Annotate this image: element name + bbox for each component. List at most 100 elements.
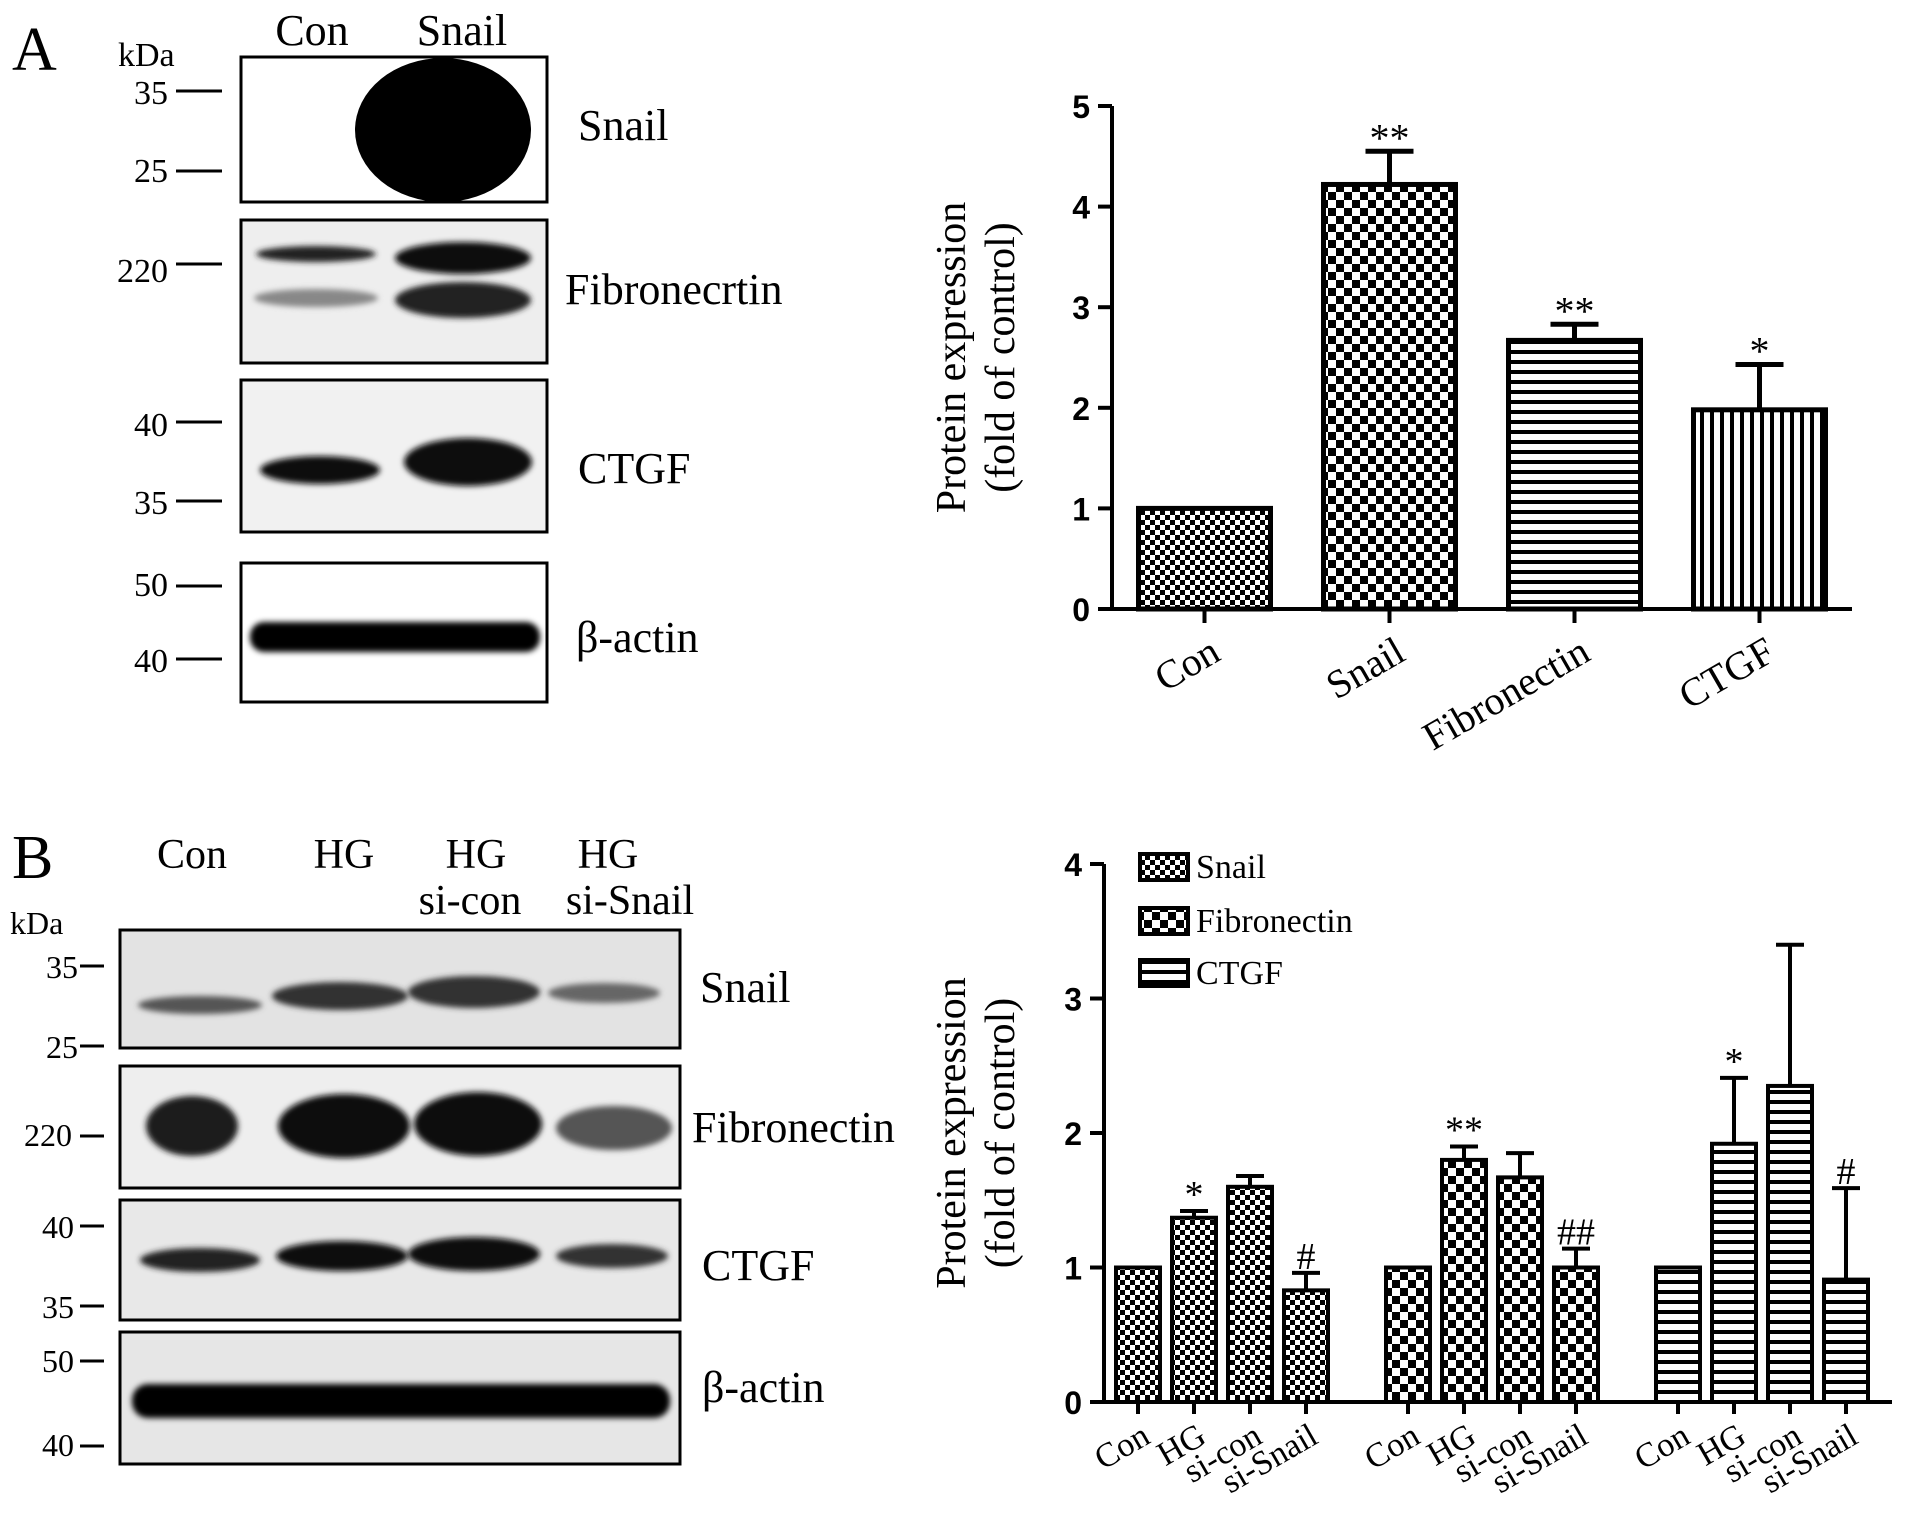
- y-tick-label: 0: [1064, 1385, 1082, 1421]
- panel-b-western-blot: B kDa Con HG HG si-con HG si-Snail 35 25…: [10, 824, 895, 1466]
- blot-a-marker: 40: [134, 407, 168, 444]
- significance-mark: *: [1750, 329, 1770, 374]
- bar: [1282, 1288, 1330, 1404]
- bar: [1691, 407, 1828, 612]
- blot-band: [276, 1241, 408, 1271]
- blot-band: [132, 1384, 670, 1418]
- blot-a-marker: 50: [134, 567, 168, 604]
- x-tick-label: Con: [1088, 1417, 1156, 1477]
- blot-band: [548, 983, 660, 1003]
- blot-a-row-label: Snail: [578, 101, 668, 150]
- panel-a-kda-label: kDa: [118, 37, 175, 74]
- legend-label: Fibronectin: [1196, 903, 1353, 940]
- panel-b-lane-label: si-con: [419, 878, 522, 924]
- bar: [1822, 1277, 1870, 1404]
- blot-band: [272, 982, 408, 1010]
- y-tick-label: 1: [1064, 1251, 1082, 1287]
- y-axis-title: (fold of control): [978, 222, 1024, 493]
- legend-swatch: [1138, 852, 1190, 882]
- y-tick-label: 3: [1064, 982, 1082, 1018]
- blot-b-row-label: Snail: [700, 963, 790, 1012]
- blot-band: [408, 1237, 540, 1271]
- blot-band: [395, 282, 531, 318]
- blot-band: [138, 996, 262, 1014]
- bar: [1136, 505, 1273, 612]
- blot-b-marker: 40: [42, 1209, 74, 1245]
- blot-band: [278, 1094, 410, 1158]
- legend-swatch: [1138, 906, 1190, 936]
- bar: [1654, 1265, 1702, 1404]
- significance-mark: **: [1370, 115, 1410, 160]
- x-tick-label: Con: [1147, 628, 1227, 700]
- bar: [1710, 1141, 1758, 1404]
- blot-band: [254, 289, 378, 307]
- panel-a-western-blot: A kDa Con Snail 35 25 Snail 220 Fibronec…: [12, 6, 783, 704]
- x-tick-label: Con: [1628, 1417, 1696, 1477]
- x-tick-label: CTGF: [1671, 628, 1782, 718]
- panel-a-lane-label: Con: [275, 6, 348, 55]
- bar: [1440, 1157, 1488, 1405]
- panel-b-lane-label: HG: [578, 832, 639, 878]
- significance-mark: *: [1185, 1174, 1204, 1216]
- significance-mark: **: [1445, 1109, 1483, 1151]
- panel-b-kda-label: kDa: [10, 905, 63, 941]
- blot-b-marker: 35: [42, 1289, 74, 1325]
- significance-mark: *: [1725, 1041, 1744, 1083]
- blot-b-row-label: CTGF: [702, 1241, 814, 1290]
- y-tick-label: 3: [1072, 290, 1090, 326]
- significance-mark: ##: [1557, 1212, 1595, 1254]
- blot-band: [355, 58, 531, 202]
- y-tick-label: 1: [1072, 491, 1090, 527]
- blot-a-marker: 35: [134, 75, 168, 112]
- panel-a-lane-label: Snail: [417, 6, 507, 55]
- panel-b-lane-label: si-Snail: [566, 878, 694, 924]
- blot-b-row-label: Fibronectin: [692, 1103, 895, 1152]
- blot-band: [250, 622, 540, 652]
- x-tick-label: Snail: [1318, 628, 1412, 708]
- blot-a-marker: 220: [117, 253, 168, 290]
- significance-mark: #: [1837, 1151, 1856, 1193]
- panel-a-letter: A: [12, 16, 57, 84]
- legend-swatch: [1138, 958, 1190, 988]
- blot-a-marker: 40: [134, 643, 168, 680]
- blot-band: [408, 976, 540, 1008]
- blot-band: [395, 242, 531, 274]
- legend-label: CTGF: [1196, 955, 1283, 992]
- x-tick-label: Fibronectin: [1415, 628, 1597, 759]
- significance-mark: #: [1297, 1236, 1316, 1278]
- bar: [1496, 1175, 1544, 1405]
- blot-a-row-label: CTGF: [578, 444, 690, 493]
- bar: [1226, 1184, 1274, 1405]
- y-tick-label: 5: [1072, 89, 1090, 125]
- blot-a-row-label: Fibronecrtin: [565, 265, 783, 314]
- bar: [1506, 337, 1643, 612]
- blot-band: [414, 1092, 542, 1156]
- panel-b-lane-label: HG: [446, 832, 507, 878]
- panel-b-lane-label: Con: [157, 832, 227, 878]
- bar: [1114, 1265, 1162, 1404]
- blot-band: [256, 246, 376, 262]
- bar: [1766, 1083, 1814, 1405]
- panel-a-bar-chart: 0 1 2 3 4 5 Con ** Snail ** Fibronectin * CTGF Protei…: [929, 89, 1852, 759]
- blot-band: [556, 1244, 668, 1268]
- blot-band: [146, 1096, 238, 1156]
- y-tick-label: 2: [1072, 391, 1090, 427]
- blot-b-marker: 50: [42, 1343, 74, 1379]
- blot-band: [260, 456, 380, 484]
- blot-b-row-label: β-actin: [702, 1363, 825, 1412]
- y-tick-label: 4: [1064, 847, 1082, 883]
- blot-b-marker: 40: [42, 1427, 74, 1463]
- blot-a-marker: 25: [134, 153, 168, 190]
- blot-band: [140, 1248, 260, 1272]
- blot-a-marker: 35: [134, 485, 168, 522]
- significance-mark: **: [1555, 288, 1595, 333]
- blot-a-row-label: β-actin: [576, 613, 699, 662]
- panel-b-letter: B: [12, 824, 53, 892]
- blot-b-marker: 220: [24, 1117, 72, 1153]
- bar: [1384, 1265, 1432, 1404]
- y-tick-label: 2: [1064, 1116, 1082, 1152]
- legend-label: Snail: [1196, 849, 1266, 886]
- blot-band: [556, 1106, 672, 1150]
